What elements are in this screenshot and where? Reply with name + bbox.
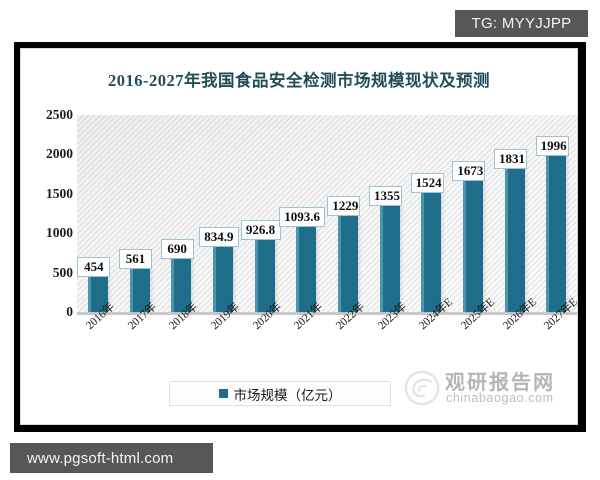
bar [546,154,567,313]
chart-title: 2016-2027年我国食品安全检测市场规模现状及预测 [108,71,490,90]
watermark-cn-text: 观研报告网 [445,372,555,394]
site-url-label: www.pgsoft-html.com [27,449,174,467]
bar [462,180,483,312]
bar [379,205,400,312]
bar [129,267,150,313]
bar-data-label: 1831 [494,148,527,169]
watermark: 观研报告网 chinabaogao.com [403,365,573,417]
y-axis-tick: 1000 [46,225,73,241]
bar-data-label: 1229 [327,196,361,217]
bar-data-label: 690 [160,238,194,259]
y-axis-tick: 2000 [46,146,73,162]
bar [337,215,358,312]
watermark-en-text: chinabaogao.com [446,391,554,405]
y-axis: 0 500 1000 1500 2000 2500 [21,49,73,424]
legend-series-label: 市场规模（亿元） [233,387,342,403]
chart-card: 2016-2027年我国食品安全检测市场规模现状及预测 0 500 1000 1500… [20,48,578,425]
y-axis-tick: 500 [52,264,73,280]
bar [296,225,317,313]
chart-legend: 市场规模（亿元） [169,381,391,406]
y-axis-tick: 2500 [46,107,73,122]
bar-data-label: 1524 [410,172,444,193]
bar [87,276,108,312]
y-axis-tick: 0 [66,304,73,319]
site-url-tag: www.pgsoft-html.com [10,443,213,473]
bar [421,191,442,313]
bar-data-label: 1996 [535,135,569,156]
bar-data-label: 1355 [369,186,402,207]
bar-data-label: 454 [77,257,111,278]
plot-area [77,115,577,312]
bar [212,246,233,312]
bar-data-label: 926.8 [240,219,281,240]
bar-data-label: 1093.6 [279,206,326,227]
x-axis-line [77,312,577,315]
bar [504,167,525,313]
bar-data-label: 561 [119,248,152,269]
chart-frame: 2016-2027年我国食品安全检测市场规模现状及预测 0 500 1000 1500… [14,42,586,432]
bar [254,238,275,313]
bar-data-label: 834.9 [198,227,239,248]
bar-data-label: 1673 [452,161,486,182]
circular-swirl-logo-icon [404,370,440,406]
square-swatch-icon [218,389,228,398]
tg-tag-label: TG: MYYJJPP [471,15,572,32]
tg-tag: TG: MYYJJPP [455,10,588,37]
bar [171,257,192,313]
y-axis-tick: 1500 [46,185,73,201]
